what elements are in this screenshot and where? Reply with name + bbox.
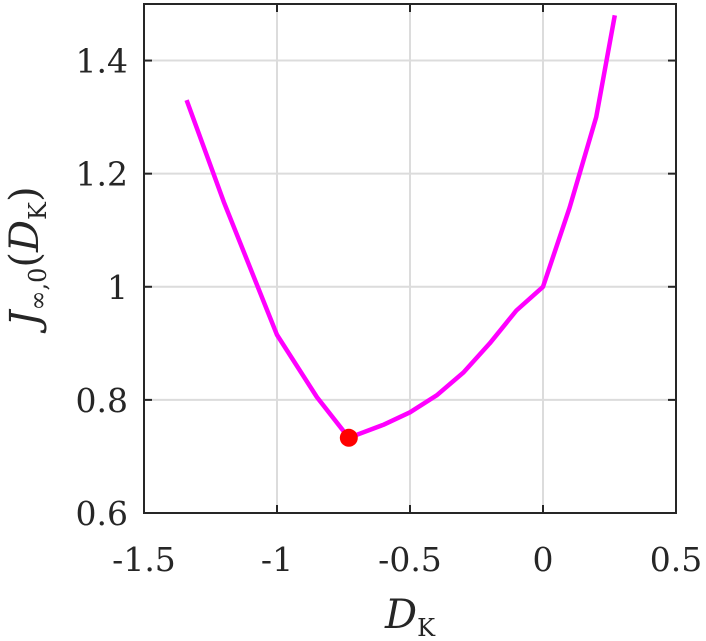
series-layer [184, 14, 618, 441]
y-tick-label: 1.2 [76, 155, 128, 194]
axis-ticks [143, 4, 677, 514]
x-axis-title-sub: K [417, 614, 436, 641]
y-tick-label: 1.4 [76, 42, 128, 81]
x-axis-title-main: D [384, 592, 417, 638]
marker-layer [339, 428, 358, 447]
x-tick-label: -0.5 [378, 540, 442, 579]
y-axis-title-close-paren: ) [2, 186, 48, 202]
x-tick-label: -1.5 [112, 540, 176, 579]
x-tick-label: 0.5 [650, 540, 702, 579]
y-axis-title-arg: D [2, 220, 48, 253]
x-tick-label: 0 [533, 540, 554, 579]
x-axis-title: DK [384, 592, 436, 641]
y-axis-title-open-paren: ( [2, 252, 48, 268]
y-tick-label: 1 [107, 268, 128, 307]
x-tick-labels: -1.5 -1 -0.5 0 0.5 [112, 540, 702, 579]
y-axis-title-arg-sub: K [24, 201, 52, 220]
y-axis-title-main: J [2, 309, 48, 334]
y-axis-title: J∞,0(DK) [2, 186, 52, 333]
y-tick-labels: 0.6 0.8 1 1.2 1.4 [76, 42, 128, 533]
grid-lines [143, 4, 677, 514]
y-axis-title-sub: ∞,0 [24, 268, 52, 311]
y-tick-label: 0.8 [76, 381, 128, 420]
y-tick-label: 0.6 [76, 494, 128, 533]
x-tick-label: -1 [261, 540, 293, 579]
minimum-marker [339, 428, 358, 447]
series-line [184, 14, 618, 441]
